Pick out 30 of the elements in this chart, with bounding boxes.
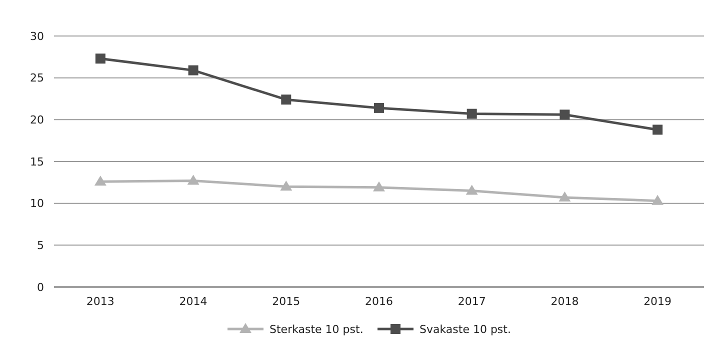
y-tick-label: 10 — [30, 197, 44, 210]
x-tick-label: 2019 — [644, 295, 672, 308]
point — [280, 180, 292, 191]
point — [95, 54, 106, 64]
point — [188, 65, 198, 76]
x-tick-label: 2015 — [272, 295, 300, 308]
y-tick-label: 15 — [30, 155, 44, 168]
y-tick-label: 25 — [30, 72, 44, 85]
x-tick-label: 2016 — [365, 295, 393, 308]
point — [558, 191, 571, 202]
y-tick-label: 20 — [30, 114, 44, 127]
point — [652, 124, 663, 135]
point — [373, 181, 385, 192]
x-tick-label: 2014 — [179, 295, 208, 308]
legend-label: Svakaste 10 pst. — [420, 322, 511, 336]
y-tick-label: 0 — [37, 280, 44, 294]
point — [94, 176, 106, 186]
point — [652, 194, 664, 205]
point — [466, 108, 477, 119]
y-tick-label: 30 — [30, 30, 44, 43]
point — [281, 94, 292, 105]
point — [560, 110, 570, 120]
x-tick-label: 2017 — [458, 295, 486, 308]
y-tick-label: 5 — [37, 239, 44, 252]
point — [466, 184, 478, 195]
point — [187, 174, 200, 185]
x-tick-label: 2013 — [86, 295, 114, 308]
point — [374, 102, 384, 113]
x-tick-label: 2018 — [550, 295, 579, 308]
legend-label: Sterkaste 10 pst. — [270, 322, 364, 336]
